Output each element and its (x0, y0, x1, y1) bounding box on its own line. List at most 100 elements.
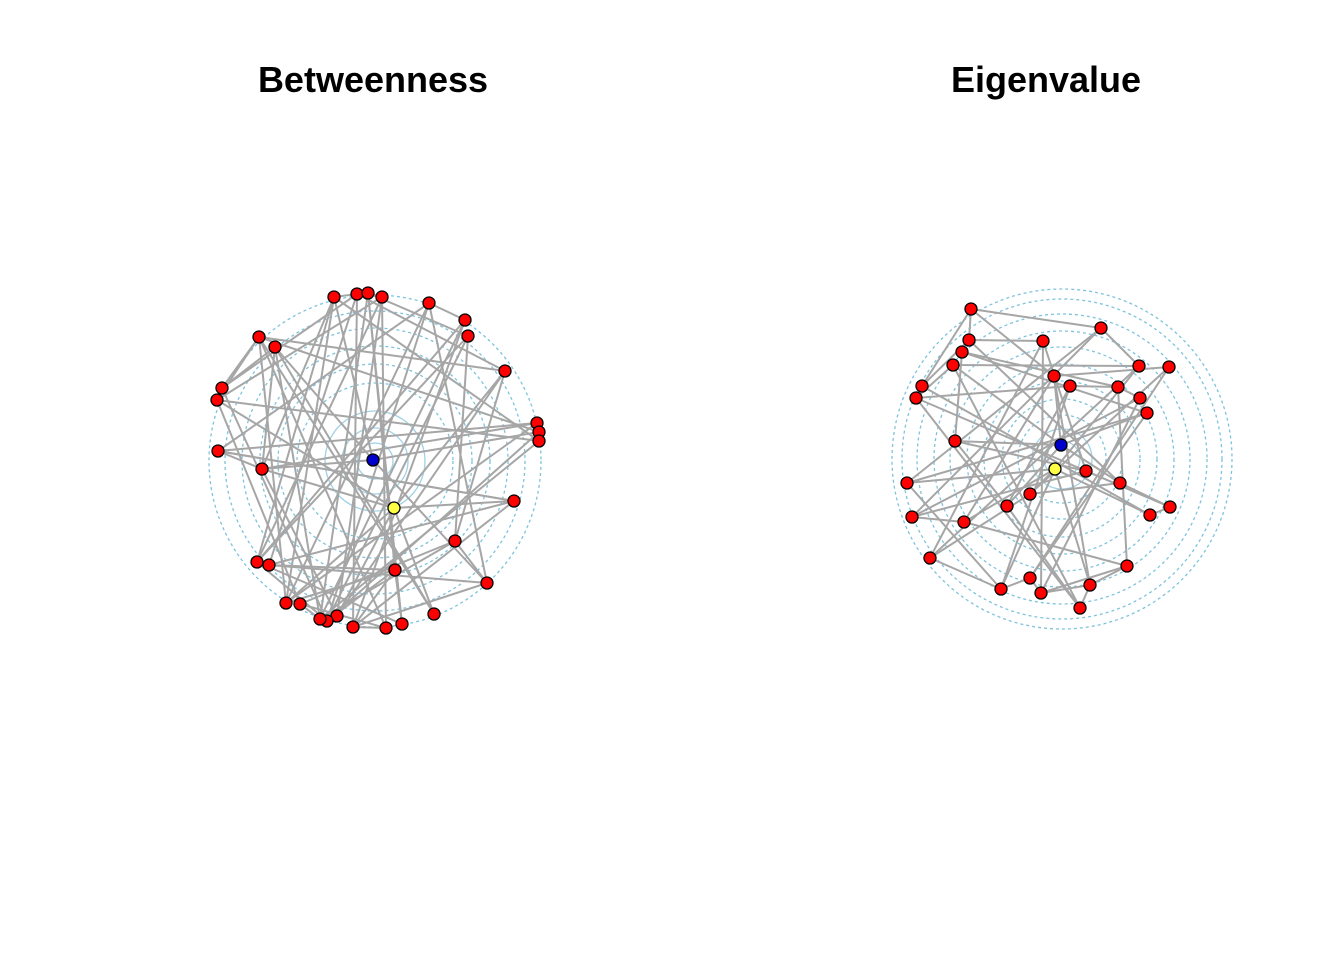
node-26 (905, 510, 919, 524)
edge-67 (1040, 565, 1128, 594)
edge-72 (274, 346, 374, 461)
node-21 (900, 476, 914, 490)
edge-12 (952, 364, 1140, 367)
edge-7 (911, 327, 1102, 518)
node-5 (962, 333, 976, 347)
node-19 (379, 621, 393, 635)
edge-43 (352, 582, 488, 628)
edge-17 (1117, 386, 1128, 567)
edge-36 (911, 516, 965, 523)
edge-10 (929, 340, 1044, 559)
edge-47 (1006, 444, 1062, 507)
edge-58 (217, 450, 515, 502)
node-15 (1140, 406, 1154, 420)
edge-63 (1029, 482, 1121, 495)
network-edges (906, 308, 1171, 609)
node-5 (361, 286, 375, 300)
node-22 (1023, 487, 1037, 501)
edge-66 (261, 468, 395, 509)
network-nodes (210, 286, 546, 635)
edge-38 (352, 500, 515, 628)
node-24 (293, 597, 307, 611)
edge-31 (285, 422, 538, 604)
edge-39 (1089, 565, 1128, 586)
edge-62 (285, 507, 395, 604)
edge-15 (1006, 385, 1071, 507)
node-32 (1034, 586, 1048, 600)
panel-title-eigenvalue: Eigenvalue (951, 59, 1141, 100)
edge-4 (968, 339, 1121, 484)
edge-64 (216, 399, 395, 509)
edge-51 (1054, 468, 1091, 586)
edge-70 (333, 296, 374, 461)
ring-6 (966, 363, 1158, 555)
edge-67 (393, 370, 506, 509)
edge-14 (963, 375, 1055, 523)
edge-30 (217, 422, 538, 452)
node-12 (1132, 359, 1146, 373)
edge-32 (906, 482, 1002, 590)
edge-74 (256, 561, 328, 622)
edge-36 (216, 399, 540, 442)
node-34 (1073, 601, 1087, 615)
node-highlight-yellow (1048, 462, 1062, 476)
node-34 (388, 563, 402, 577)
node-24 (1143, 508, 1157, 522)
node-30 (210, 393, 224, 407)
edge-50 (352, 569, 396, 628)
node-26 (262, 558, 276, 572)
edge-60 (1100, 327, 1140, 367)
node-8 (458, 313, 472, 327)
edge-46 (954, 440, 1062, 446)
edge-49 (963, 468, 1056, 523)
node-18 (948, 434, 962, 448)
network-nodes (900, 302, 1177, 615)
edge-22 (319, 319, 466, 620)
node-13 (532, 434, 546, 448)
edge-60 (221, 346, 276, 389)
edge-14 (336, 296, 383, 617)
node-20 (346, 620, 360, 634)
node-7 (955, 345, 969, 359)
edge-53 (1000, 468, 1056, 590)
ring-11 (891, 288, 1233, 630)
edge-5 (954, 351, 963, 442)
edge-83 (221, 336, 260, 389)
node-20 (1113, 476, 1127, 490)
node-30 (994, 582, 1008, 596)
network-edges (216, 292, 540, 629)
edge-1 (970, 308, 1102, 329)
ring-10 (901, 298, 1223, 620)
edge-47 (394, 569, 403, 625)
node-highlight-yellow (387, 501, 401, 515)
node-11 (1111, 380, 1125, 394)
edge-3 (968, 339, 1044, 342)
node-23 (313, 612, 327, 626)
panel-eigenvalue: Eigenvalue (891, 59, 1233, 630)
node-13 (1162, 360, 1176, 374)
node-33 (1083, 578, 1097, 592)
edge-62 (1085, 470, 1171, 508)
node-9 (1047, 369, 1061, 383)
node-31 (215, 381, 229, 395)
edge-68 (1069, 385, 1119, 388)
edge-79 (285, 569, 396, 604)
node-23 (1000, 499, 1014, 513)
edge-22 (1040, 397, 1141, 594)
node-3 (327, 290, 341, 304)
edge-2 (921, 308, 972, 387)
edge-19 (1029, 366, 1170, 579)
edge-13 (1053, 375, 1091, 586)
node-19 (1079, 464, 1093, 478)
edge-8 (906, 327, 1102, 484)
ring-7 (949, 346, 1175, 572)
panel-betweenness: Betweenness (208, 59, 546, 635)
node-10 (1063, 379, 1077, 393)
node-6 (375, 290, 389, 304)
edge-24 (1029, 412, 1148, 579)
edge-65 (393, 507, 435, 615)
edge-68 (372, 431, 540, 461)
edge-57 (261, 346, 276, 470)
node-17 (427, 607, 441, 621)
edge-38 (929, 557, 1002, 590)
